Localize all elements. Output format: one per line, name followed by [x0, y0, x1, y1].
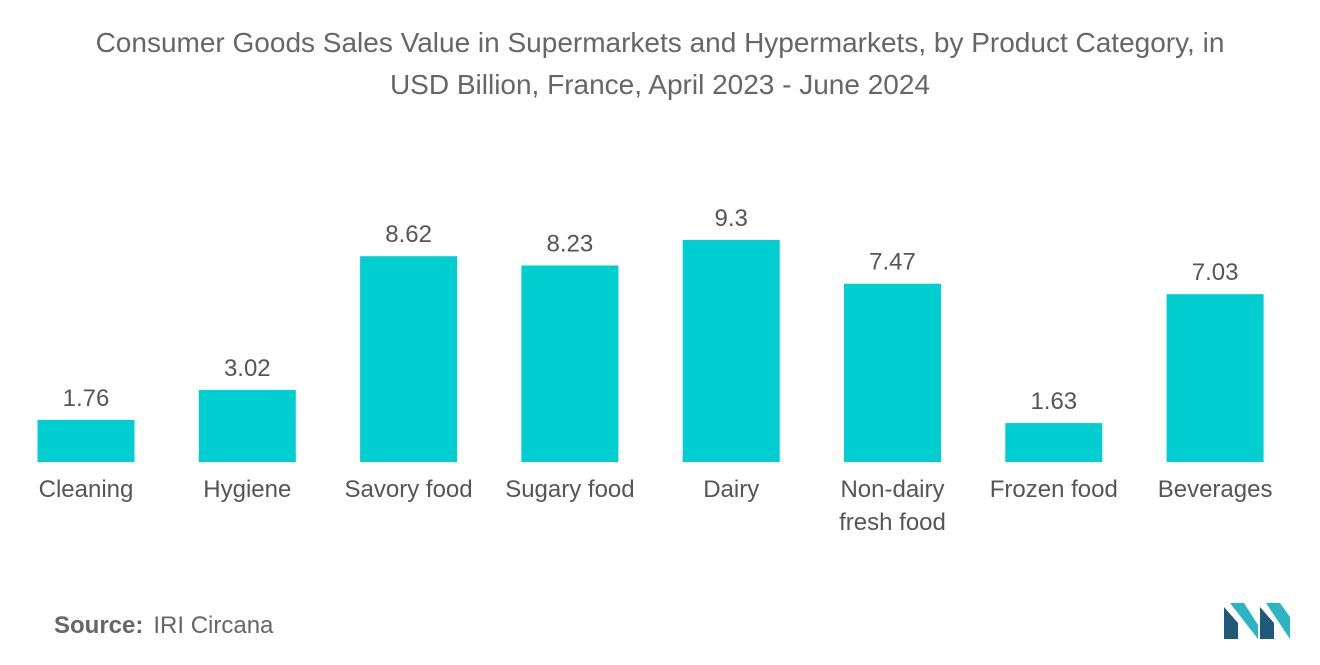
chart-title-line-2: USD Billion, France, April 2023 - June 2… — [389, 69, 931, 100]
value-label-savory-food: 8.62 — [385, 221, 432, 248]
category-label-beverages: Beverages — [1158, 476, 1273, 503]
category-label-sugary-food: Sugary food — [505, 476, 634, 503]
value-label-cleaning: 1.76 — [63, 385, 110, 412]
category-label-cleaning: Cleaning — [39, 476, 134, 503]
bar-frozen-food — [1005, 423, 1103, 462]
value-label-non-dairy-fresh-food: 7.47 — [869, 249, 916, 276]
bar-hygiene — [198, 389, 296, 462]
bars-group — [37, 240, 1264, 462]
bar-cleaning — [37, 420, 135, 462]
mordor-intelligence-logo-icon — [1224, 603, 1290, 639]
chart-title: Consumer Goods Sales Value in Supermarke… — [0, 22, 1320, 106]
category-label-non-dairy-fresh-food-line-2: fresh food — [839, 509, 946, 536]
category-label-dairy: Dairy — [703, 476, 759, 503]
value-label-beverages: 7.03 — [1192, 259, 1239, 286]
value-label-hygiene: 3.02 — [224, 355, 271, 382]
chart-title-line-1: Consumer Goods Sales Value in Supermarke… — [95, 27, 1225, 58]
source-note: Source: IRI Circana — [54, 612, 273, 640]
bar-beverages — [1166, 294, 1264, 462]
value-labels-group: 1.76 3.02 8.62 8.23 9.3 7.47 1.63 7.03 — [63, 205, 1239, 415]
value-label-frozen-food: 1.63 — [1030, 388, 1077, 415]
bar-non-dairy-fresh-food — [844, 283, 941, 462]
source-value: IRI Circana — [153, 612, 274, 639]
source-label: Source: — [54, 612, 144, 639]
bar-sugary-food — [521, 265, 619, 462]
category-label-non-dairy-fresh-food-line-1: Non-dairy — [840, 476, 944, 503]
category-label-hygiene: Hygiene — [203, 476, 291, 503]
value-label-sugary-food: 8.23 — [547, 231, 594, 258]
value-label-dairy: 9.3 — [715, 205, 748, 232]
category-labels-group: Cleaning Hygiene Savory food Sugary food Dai… — [39, 476, 1273, 536]
bar-dairy — [682, 240, 780, 462]
category-label-savory-food: Savory food — [345, 476, 473, 503]
category-label-frozen-food: Frozen food — [990, 476, 1118, 503]
bar-savory-food — [360, 256, 458, 462]
